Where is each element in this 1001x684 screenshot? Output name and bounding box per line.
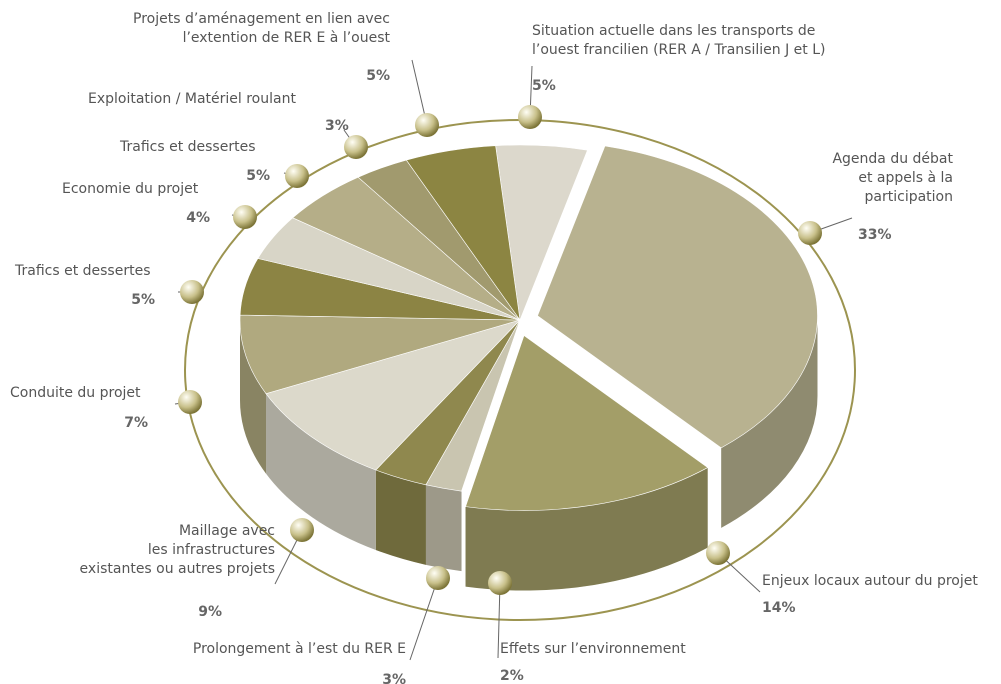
slice [239,314,521,395]
slice-side-shade [721,315,818,528]
value-label: 5% [366,68,390,84]
marker [180,280,204,304]
category-label: Conduite du projet [10,385,141,401]
slice-side [465,467,708,591]
marker [518,105,542,129]
marker [233,205,257,229]
slice-side [375,470,426,565]
slice-side [721,315,818,528]
category-label: Trafics et dessertes [120,139,256,155]
category-label: Situation actuelle dans les transports d… [532,23,826,58]
marker [488,571,512,595]
category-label: Prolongement à l’est du RER E [192,641,406,657]
value-label: 4% [186,210,210,226]
marker [798,221,822,245]
category-label: Maillage avec les infrastructures exista… [79,523,275,577]
value-label: 3% [325,118,349,134]
value-label: 9% [198,604,222,620]
value-label: 5% [532,78,556,94]
category-label: Trafics et dessertes [15,263,151,279]
slice-side-shade [465,467,708,591]
leader-line [409,577,439,661]
category-label: Enjeux locaux autour du projet [762,573,978,589]
slice [405,145,521,321]
marker [178,390,202,414]
slice [537,145,818,449]
value-label: 5% [131,292,155,308]
category-label: Effets sur l’environnement [500,641,686,657]
slice [465,335,709,511]
category-label: Projets d’aménagement en lien avec l’ext… [133,11,390,46]
value-label: 3% [382,672,406,684]
value-label: 5% [246,168,270,184]
value-label: 14% [762,600,796,616]
leader-line [497,582,501,659]
slice-side [266,393,376,551]
value-label: 33% [858,227,892,243]
value-label: 7% [124,415,148,431]
marker [290,518,314,542]
category-label: Exploitation / Matériel roulant [88,91,296,107]
marker [344,135,368,159]
slice-side-shade [266,393,376,551]
marker [415,113,439,137]
category-label: Economie du projet [62,181,199,197]
slice-side-shade [425,484,462,572]
marker [706,541,730,565]
category-label: Agenda du débat et appels à la participa… [832,151,953,205]
marker [285,164,309,188]
slice [265,319,521,471]
slice-side-shade [375,470,426,565]
value-label: 2% [500,668,524,684]
slice-side [425,484,462,572]
marker [426,566,450,590]
